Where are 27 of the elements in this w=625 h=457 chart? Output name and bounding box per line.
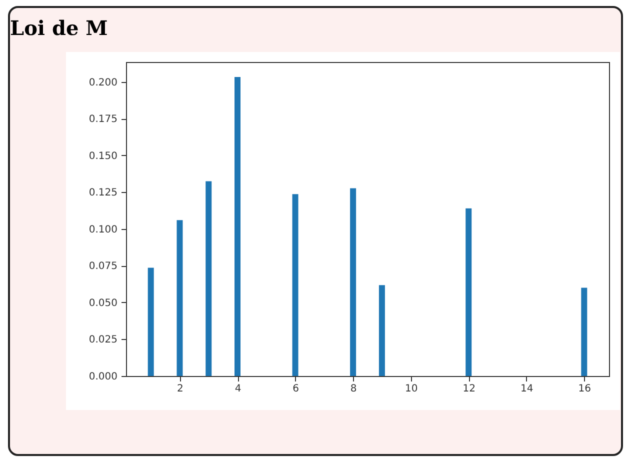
bar [234, 76, 241, 376]
bar [466, 208, 472, 376]
x-tick-label: 16 [578, 384, 592, 394]
bar [206, 181, 212, 376]
bar [148, 268, 154, 376]
x-tick-label: 6 [292, 384, 299, 394]
chart-title: Loi de M [10, 16, 108, 40]
x-tick-label: 8 [350, 384, 357, 394]
y-tick-label: 0.100 [88, 224, 118, 236]
x-tick-label: 12 [462, 384, 476, 394]
x-tick-label: 4 [234, 384, 242, 394]
x-tick-label: 10 [404, 384, 418, 394]
bar [292, 194, 298, 376]
y-tick-label: 0.125 [88, 188, 118, 199]
bar [350, 188, 356, 376]
y-tick-label: 0.025 [88, 334, 118, 346]
bar [581, 288, 588, 376]
y-tick-label: 0.150 [88, 150, 118, 162]
y-tick-label: 0.050 [88, 298, 118, 309]
y-tick-label: 0.000 [88, 372, 118, 382]
y-tick-label: 0.075 [88, 261, 118, 272]
x-tick-label: 14 [520, 384, 534, 394]
y-tick-label: 0.200 [88, 77, 118, 88]
bar [378, 285, 385, 376]
bar [176, 220, 183, 376]
y-tick-label: 0.175 [88, 114, 118, 126]
x-tick-label: 2 [177, 384, 184, 394]
